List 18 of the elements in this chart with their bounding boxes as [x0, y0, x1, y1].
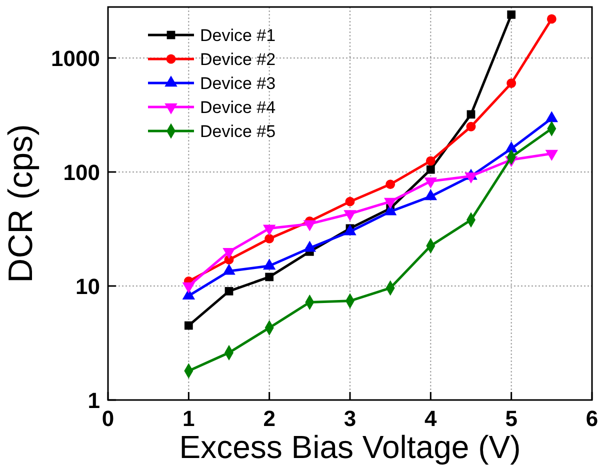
x-tick-label: 1: [182, 406, 195, 431]
x-tick-label: 4: [424, 406, 438, 431]
x-tick-label: 3: [344, 406, 356, 431]
x-tick-label: 0: [102, 406, 114, 431]
x-tick-label: 2: [263, 406, 276, 431]
y-tick-label: 1: [88, 388, 100, 413]
legend-label: Device #2: [200, 50, 276, 69]
y-tick-label: 1000: [51, 46, 100, 71]
x-tick-label: 5: [505, 406, 518, 431]
legend-label: Device #1: [200, 26, 276, 45]
x-axis-title: Excess Bias Voltage (V): [179, 429, 521, 465]
y-tick-label: 100: [63, 160, 100, 185]
legend-label: Device #3: [200, 74, 276, 93]
legend-label: Device #4: [200, 98, 276, 117]
legend-label: Device #5: [200, 122, 276, 141]
x-tick-label: 6: [586, 406, 598, 431]
y-tick-label: 10: [76, 274, 100, 299]
y-axis-title: DCR (cps): [2, 124, 40, 283]
